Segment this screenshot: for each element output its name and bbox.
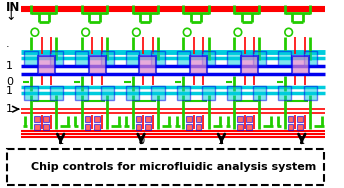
Bar	[136, 116, 141, 122]
Bar	[186, 124, 192, 130]
Bar	[145, 116, 151, 122]
Text: 1: 1	[299, 136, 305, 146]
Text: 1: 1	[6, 61, 13, 71]
Bar	[75, 51, 88, 65]
Bar	[139, 56, 156, 74]
Bar	[288, 124, 293, 130]
Bar	[202, 51, 215, 65]
Bar	[292, 56, 309, 74]
Text: 0: 0	[138, 136, 144, 146]
Bar	[151, 51, 164, 65]
Text: 1: 1	[6, 104, 13, 114]
Text: ↓: ↓	[6, 10, 16, 23]
Bar	[190, 56, 207, 74]
Bar	[126, 51, 139, 65]
Bar	[75, 86, 88, 100]
Bar	[100, 51, 114, 65]
Bar	[297, 124, 303, 130]
Bar	[253, 51, 266, 65]
Bar	[100, 86, 114, 100]
Bar	[177, 51, 190, 65]
Bar	[241, 56, 258, 74]
Bar	[278, 86, 291, 100]
Bar	[304, 86, 317, 100]
Bar	[304, 51, 317, 65]
Bar	[288, 116, 293, 122]
Bar	[34, 116, 40, 122]
Bar	[85, 124, 90, 130]
Text: Chip controls for microfluidic analysis system: Chip controls for microfluidic analysis …	[31, 162, 316, 172]
Bar	[24, 86, 38, 100]
Bar	[227, 51, 241, 65]
Bar	[253, 86, 266, 100]
Bar	[94, 116, 100, 122]
Bar	[237, 116, 243, 122]
Bar	[43, 124, 49, 130]
Bar	[297, 116, 303, 122]
Bar	[202, 86, 215, 100]
Bar	[151, 86, 164, 100]
Bar	[88, 56, 106, 74]
Bar	[24, 51, 38, 65]
Bar	[247, 116, 252, 122]
Bar	[38, 56, 55, 74]
Bar	[196, 124, 201, 130]
Bar	[34, 124, 40, 130]
Bar	[7, 149, 324, 185]
Bar	[50, 86, 63, 100]
Text: 1: 1	[57, 136, 64, 146]
Bar	[196, 116, 201, 122]
Text: 1: 1	[218, 136, 225, 146]
Text: IN: IN	[6, 1, 20, 14]
Bar	[94, 124, 100, 130]
Bar	[237, 124, 243, 130]
Text: ·: ·	[6, 42, 9, 52]
Bar	[43, 116, 49, 122]
Bar	[145, 124, 151, 130]
Bar	[50, 51, 63, 65]
Bar	[278, 51, 291, 65]
Bar	[247, 124, 252, 130]
Bar	[227, 86, 241, 100]
Bar	[186, 116, 192, 122]
Bar	[136, 124, 141, 130]
Text: 1: 1	[6, 86, 13, 96]
Bar	[177, 86, 190, 100]
Bar	[126, 86, 139, 100]
Text: 0: 0	[6, 77, 13, 86]
Bar	[85, 116, 90, 122]
